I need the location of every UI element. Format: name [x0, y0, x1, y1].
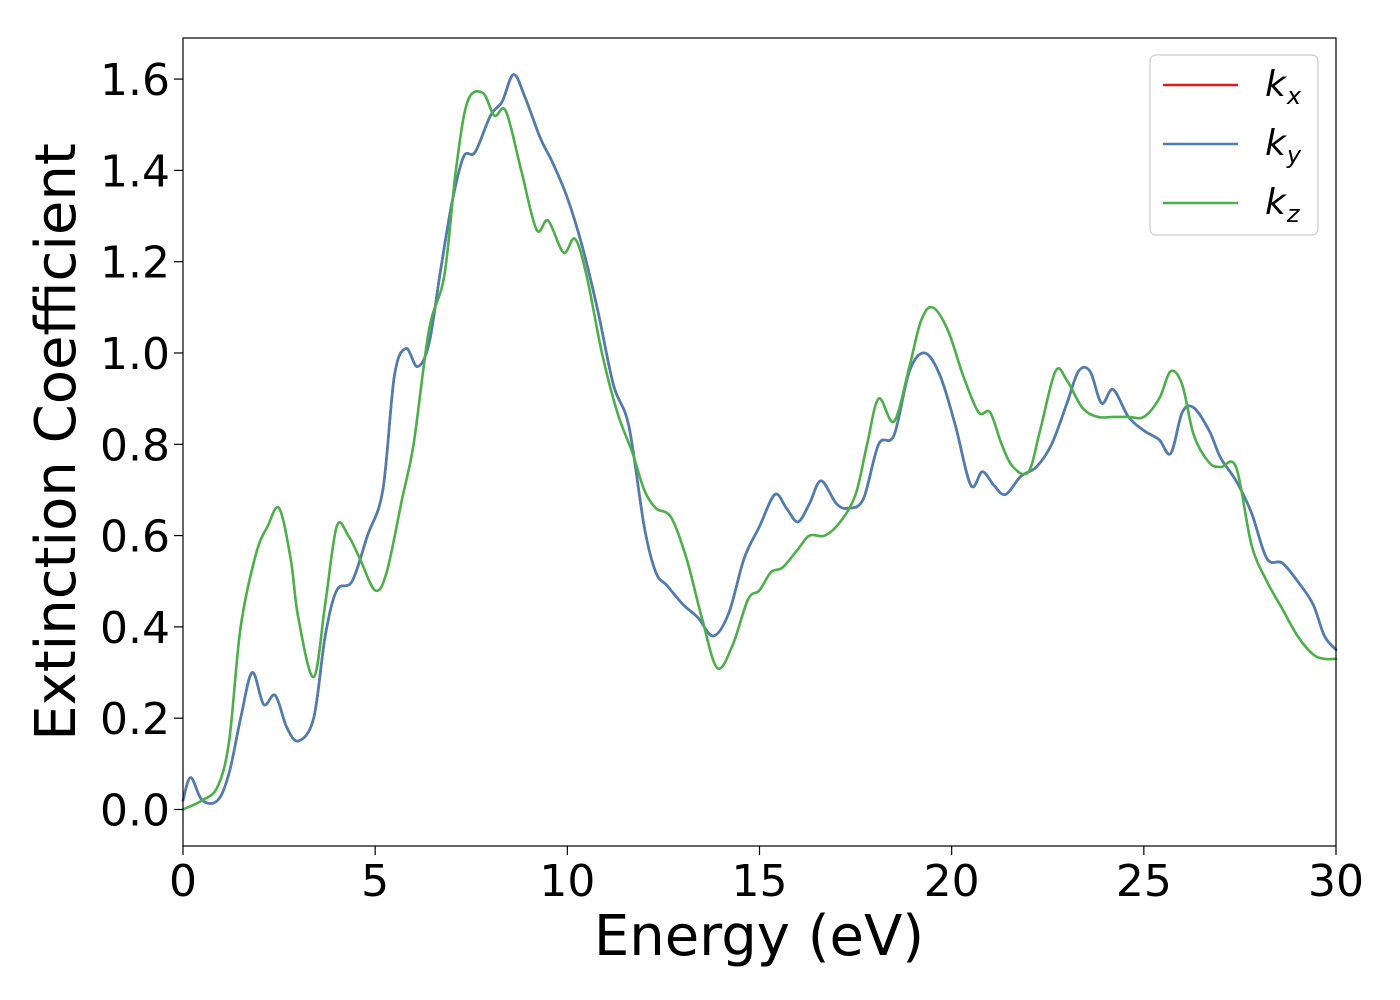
y-axis-ticks: 0.0 0.2 0.4 0.6 0.8 1.0 1.2 1.4 1.6 — [100, 55, 183, 836]
y-tick-label: 0.2 — [100, 694, 170, 745]
x-tick-label: 20 — [924, 856, 980, 907]
series-layer — [181, 73, 1338, 811]
y-tick-label: 1.4 — [100, 146, 170, 197]
y-tick-label: 0.6 — [100, 512, 170, 563]
y-tick-label: 1.6 — [100, 55, 170, 106]
y-tick-label: 1.2 — [100, 238, 170, 289]
legend-label-y: ky — [1265, 123, 1302, 169]
x-axis-label: Energy (eV) — [594, 904, 924, 969]
legend-label-z: kz — [1265, 182, 1301, 228]
x-tick-label: 10 — [539, 856, 595, 907]
x-tick-label: 25 — [1116, 856, 1172, 907]
x-tick-label: 30 — [1308, 856, 1364, 907]
series-line-y — [181, 73, 1338, 805]
y-tick-label: 0.8 — [100, 420, 170, 471]
y-tick-label: 0.4 — [100, 603, 170, 654]
x-tick-label: 5 — [361, 856, 389, 907]
x-tick-label: 15 — [732, 856, 788, 907]
series-line-z — [181, 89, 1338, 811]
y-tick-label: 0.0 — [100, 785, 170, 836]
x-tick-label: 0 — [169, 856, 197, 907]
legend-label-x: kx — [1265, 64, 1302, 110]
x-axis-ticks: 0 5 10 15 20 25 30 — [169, 846, 1364, 907]
y-axis-label: Extinction Coefficient — [24, 143, 89, 741]
y-tick-label: 1.0 — [100, 329, 170, 380]
legend: kx ky kz — [1149, 54, 1319, 236]
